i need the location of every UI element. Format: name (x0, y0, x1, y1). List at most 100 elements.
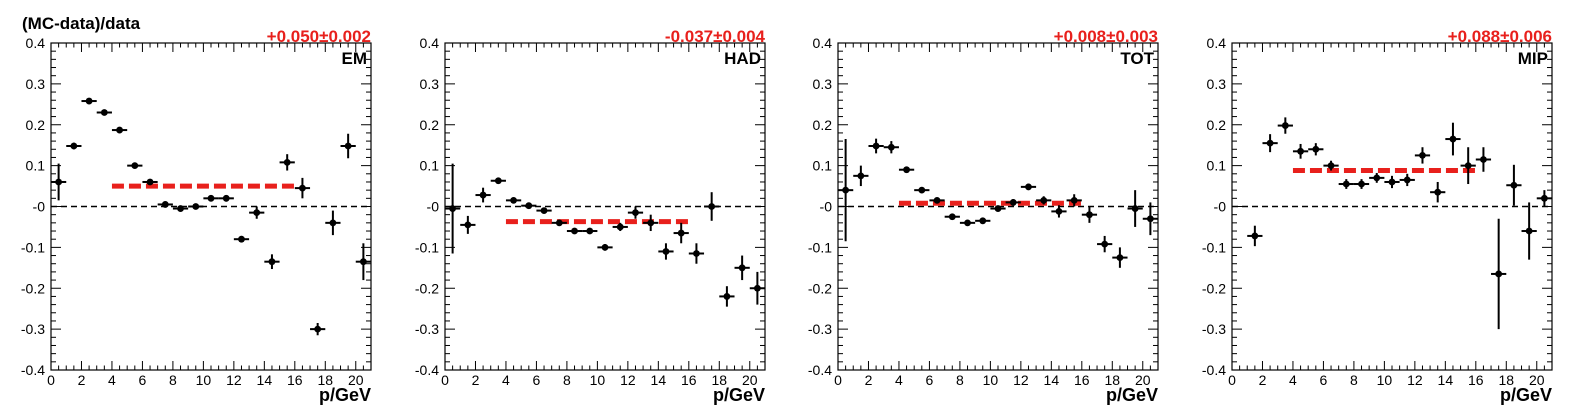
x-tick-label: 8 (563, 372, 571, 388)
y-tick-label: 0.1 (1207, 158, 1227, 174)
data-point (566, 227, 583, 235)
y-tick-label: 0.3 (26, 76, 46, 92)
y-tick-label: -0.2 (1202, 280, 1226, 296)
data-point (475, 187, 491, 203)
x-tick-label: 2 (1259, 372, 1267, 388)
data-point (279, 154, 295, 171)
data-point (929, 196, 945, 204)
point-marker (146, 178, 154, 186)
data-point (505, 196, 522, 204)
x-tick-label: 20 (1135, 372, 1151, 388)
y-tick-label: -0.4 (808, 362, 832, 378)
panel-had: 0 2 4 6 8 10 12 14 16 18 20 -0.4 -0.3 -0.2 -0.1 -0 0.1 0.… (415, 27, 766, 405)
x-tick-label: 18 (711, 372, 727, 388)
point-marker (948, 213, 956, 221)
point-marker (753, 284, 761, 292)
data-point (1521, 202, 1537, 260)
point-marker (693, 250, 700, 257)
point-marker (1146, 215, 1154, 223)
panel-label: HAD (724, 49, 761, 68)
point-marker (918, 186, 926, 194)
fit-result-text: +0.088±0.006 (1448, 27, 1552, 46)
x-tick-label: 20 (742, 372, 758, 388)
data-point (868, 138, 884, 154)
point-marker (1086, 211, 1093, 219)
x-tick-label: 2 (472, 372, 480, 388)
data-point (1142, 202, 1158, 236)
point-marker (1449, 135, 1457, 143)
point-marker (979, 217, 987, 225)
panels: 0 2 4 6 8 10 12 14 16 18 20-0.4-0.3-0.2-0.1-00.10.… (21, 27, 1553, 405)
x-tick-label: 16 (1468, 372, 1484, 388)
x-tick-label: 6 (139, 372, 147, 388)
data-point (1491, 218, 1507, 330)
point-marker (738, 264, 746, 272)
point-marker (161, 201, 169, 208)
y-tick-label: -0.2 (808, 280, 832, 296)
data-point (975, 217, 991, 225)
data-point (853, 165, 869, 187)
point-marker (964, 219, 971, 227)
data-point (1292, 143, 1309, 159)
data-point (582, 227, 598, 235)
data-point (188, 203, 204, 210)
data-point (1369, 172, 1385, 183)
y-tick-label: 0.1 (813, 158, 833, 174)
data-point (1020, 183, 1037, 191)
point-marker (994, 205, 1002, 212)
data-point (96, 109, 112, 116)
point-marker (55, 178, 63, 186)
x-axis-label: p/GeV (1500, 385, 1552, 405)
x-tick-label: 0 (47, 372, 55, 388)
x-tick-label: 0 (441, 372, 449, 388)
point-marker (933, 196, 941, 204)
x-tick-label: 12 (226, 372, 242, 388)
x-tick-label: 14 (1438, 372, 1454, 388)
y-tick-label: 0.2 (1207, 117, 1227, 133)
y-tick-label: 0.4 (26, 35, 46, 51)
point-marker (299, 184, 306, 192)
data-point (1247, 225, 1263, 247)
data-point (81, 97, 97, 105)
y-tick-label: 0.2 (420, 117, 440, 133)
data-point (551, 219, 567, 227)
y-tick-label: 0.3 (813, 76, 833, 92)
point-marker (1251, 232, 1259, 240)
panel-em: 0 2 4 6 8 10 12 14 16 18 20 -0.4 -0.3 -0.2 -0.1 -0 0.1 0.… (21, 27, 372, 405)
point-marker (177, 205, 184, 212)
y-tick-label: 0.3 (420, 76, 440, 92)
data-point (612, 222, 628, 232)
data-point (249, 206, 265, 219)
data-point (898, 166, 915, 174)
data-point (355, 243, 371, 281)
point-marker (222, 194, 230, 202)
data-point (1475, 147, 1492, 172)
panel-tot: 0 2 4 6 8 10 12 14 16 18 20 -0.4 -0.3 -0.2 -0.1 -0 0.1 0.… (808, 27, 1159, 405)
point-marker (887, 143, 895, 151)
point-marker (1525, 227, 1533, 235)
point-marker (1025, 183, 1032, 191)
point-marker (1281, 122, 1289, 129)
point-marker (1434, 188, 1442, 196)
data-point (66, 142, 82, 150)
point-marker (1101, 240, 1109, 248)
point-marker (1131, 205, 1139, 212)
point-marker (268, 258, 276, 266)
x-tick-label: 16 (287, 372, 303, 388)
point-marker (662, 248, 670, 255)
y-tick-label: -0.4 (1202, 362, 1226, 378)
data-point (627, 206, 644, 219)
y-tick-label: -0.4 (415, 362, 439, 378)
data-point (445, 163, 461, 254)
data-point (883, 141, 899, 154)
y-tick-label: -0.3 (415, 321, 439, 337)
point-marker (540, 207, 548, 214)
panel-label: MIP (1518, 49, 1548, 68)
data-point (490, 177, 506, 185)
data-point (1384, 175, 1400, 189)
y-tick-label: -0 (33, 199, 46, 215)
data-point (1460, 147, 1476, 185)
x-tick-label: 2 (865, 372, 873, 388)
x-tick-label: 14 (651, 372, 667, 388)
point-marker (1480, 156, 1487, 163)
